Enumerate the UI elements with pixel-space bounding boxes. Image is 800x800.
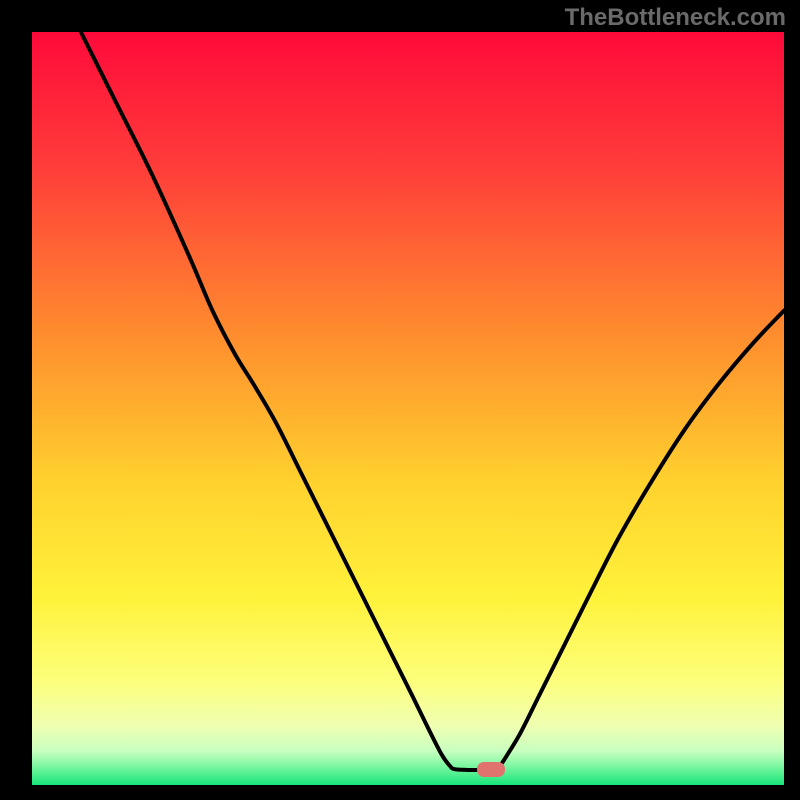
bottleneck-curve (32, 32, 784, 785)
watermark-text: TheBottleneck.com (565, 4, 786, 32)
optimal-point-marker (477, 762, 505, 777)
